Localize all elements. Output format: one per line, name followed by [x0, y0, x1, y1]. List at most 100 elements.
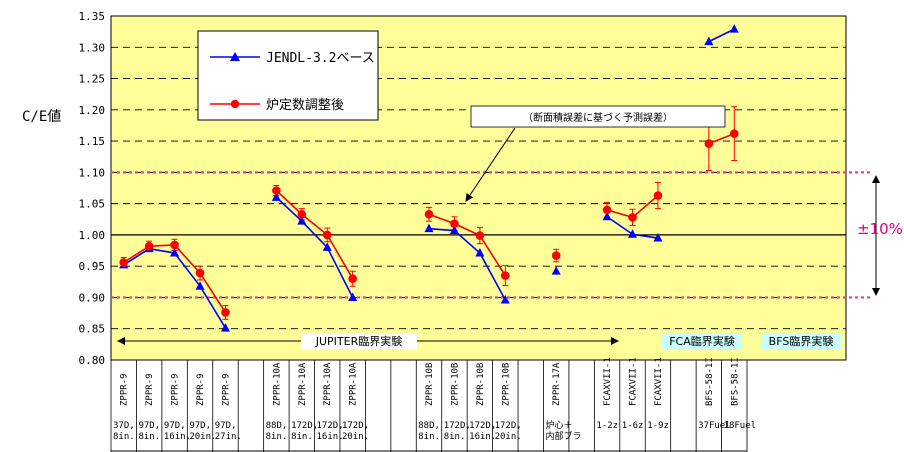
category-detail: 1-2z [596, 421, 618, 431]
category-detail: 97D, [215, 421, 237, 431]
y-tick-label: 0.90 [79, 291, 106, 304]
category-detail: 1-6z [622, 421, 644, 431]
fca-group-label: FCA臨界実験 [662, 333, 742, 350]
category-detail: 37D, [113, 421, 135, 431]
y-tick-label: 1.15 [79, 135, 106, 148]
bfs-group-label: BFS臨界実験 [761, 333, 841, 350]
category-label: ZPPR-9 [120, 373, 130, 406]
y-tick-label: 0.80 [79, 354, 106, 367]
jendl-point [729, 24, 739, 33]
category-detail: 16in. [317, 432, 344, 442]
adjusted-point [297, 209, 307, 219]
y-tick-label: 1.05 [79, 198, 106, 211]
error-callout-arrow [465, 127, 516, 202]
tolerance-indicator: ±10% [857, 175, 903, 296]
jendl-point [628, 229, 638, 238]
category-detail: 97D, [189, 421, 211, 431]
jendl-point [195, 281, 205, 290]
adjusted-line [708, 132, 735, 145]
bfs-label-bg [761, 333, 841, 350]
category-label: ZPPR-9 [171, 373, 181, 406]
category-detail: 1-9z [647, 421, 669, 431]
adjusted-point [704, 139, 714, 148]
category-detail: 8in. [291, 432, 313, 442]
jendl-point [271, 192, 281, 201]
adjusted-point [424, 209, 434, 219]
jendl-point [704, 36, 714, 46]
category-detail: 88D, [418, 421, 440, 431]
jendl-point [653, 233, 663, 242]
y-tick-label: 1.20 [79, 104, 106, 117]
bfs-label: BFS臨界実験 [769, 334, 834, 348]
jendl-line [428, 227, 507, 301]
category-label: ZPPR-9 [145, 373, 155, 406]
jendl-point [500, 294, 510, 304]
tolerance-label: ±10% [857, 220, 903, 238]
adjusted-line [275, 189, 354, 280]
y-tick-label: 1.30 [79, 41, 106, 54]
y-axis-title: C/E値 [22, 109, 61, 125]
category-detail: 88D, [266, 421, 288, 431]
category-detail: 8in. [113, 432, 135, 442]
category-label: ZPPR-10A [298, 362, 308, 406]
jendl-point [551, 266, 561, 275]
jendl-point [348, 292, 358, 301]
category-label: BFS-58-1I [705, 357, 715, 406]
jendl-point [475, 248, 485, 257]
jendl-point [170, 248, 180, 257]
y-tick-label: 1.00 [79, 229, 106, 242]
category-detail: 97D, [164, 421, 186, 431]
jendl-point [424, 223, 434, 233]
jendl-point [220, 323, 230, 332]
category-detail: 172D, [342, 421, 369, 431]
legend-marker-jendl [230, 52, 240, 61]
category-label: BFS-58-1I [730, 357, 740, 406]
jendl-line [275, 196, 354, 298]
error-callout: （断面積誤差に基づく予測誤差） [465, 105, 726, 202]
category-label: ZPPR-9 [221, 373, 231, 406]
legend-box [197, 30, 379, 121]
category-detail: 炉心＋ [545, 419, 572, 431]
jendl-point [297, 216, 307, 225]
adjusted-point [221, 308, 230, 317]
category-label: FCAXVII-1 [629, 357, 639, 406]
category-detail: 16in. [469, 432, 496, 442]
adjusted-point [119, 258, 129, 267]
adjusted-point [729, 129, 739, 138]
category-detail: 8in. [138, 432, 160, 442]
adjusted-point [195, 268, 205, 278]
category-detail: 27in. [215, 432, 242, 442]
adjusted-point [628, 213, 637, 222]
category-detail: 20in. [189, 432, 216, 442]
legend: JENDL-3.2ベース 炉定数調整後 [197, 30, 379, 121]
category-label: FCAXVII-1 [654, 357, 664, 406]
adjusted-point [170, 240, 179, 250]
adjusted-point [475, 231, 485, 240]
jupiter-label-bg [301, 333, 417, 349]
jendl-point [322, 242, 332, 251]
adjusted-point [501, 271, 510, 280]
category-label: ZPPR-10A [349, 362, 359, 406]
category-detail: 172D, [444, 421, 471, 431]
category-detail: 172D, [469, 421, 496, 431]
legend-label-adjusted: 炉定数調整後 [266, 98, 344, 113]
jendl-point [602, 211, 612, 221]
y-tick-label: 1.35 [79, 10, 106, 23]
adjusted-point [272, 186, 281, 195]
category-label: ZPPR-10B [476, 363, 486, 406]
adjusted-point [450, 219, 459, 228]
category-detail: 8in. [444, 432, 466, 442]
adjusted-point [348, 274, 357, 283]
category-detail: 172D, [495, 421, 522, 431]
category-detail: 172D, [291, 421, 318, 431]
fca-label-bg [662, 333, 742, 350]
adjusted-point [602, 205, 612, 215]
category-detail: 16in. [164, 432, 191, 442]
jendl-line [708, 28, 735, 43]
jupiter-span: JUPITER臨界実験 [117, 333, 619, 349]
jendl-point [449, 225, 459, 235]
category-label: ZPPR-10B [450, 363, 460, 406]
jupiter-label: JUPITER臨界実験 [315, 334, 403, 348]
category-detail: 20in. [495, 432, 522, 442]
